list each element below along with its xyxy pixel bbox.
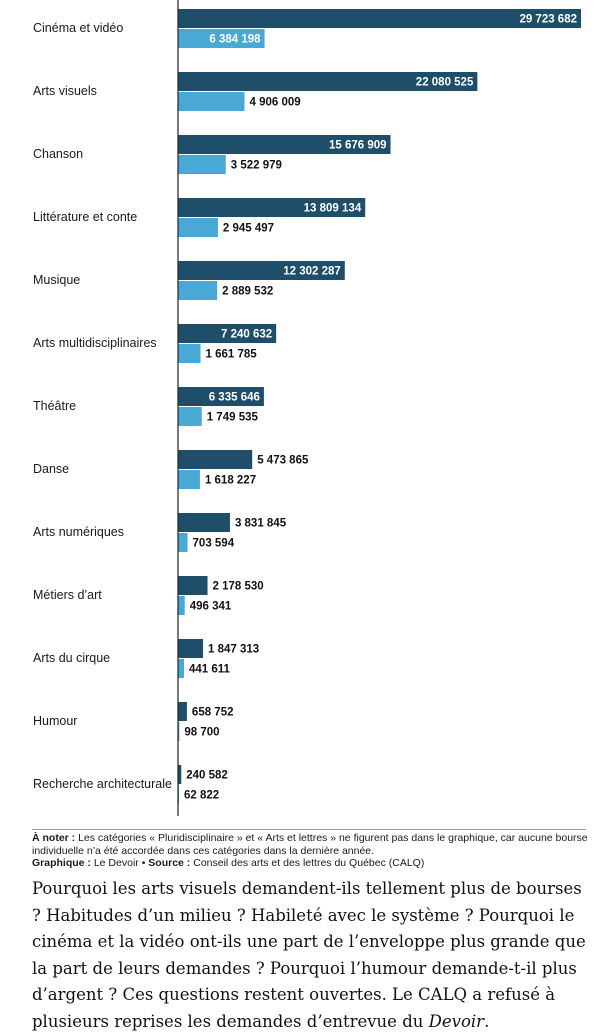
value-label: 496 341 [190, 601, 232, 613]
category-label: Arts numériques [33, 525, 124, 539]
chart-note: À noter : Les catégories « Pluridiscipli… [32, 832, 588, 870]
value-label: 658 752 [192, 707, 234, 719]
category-label: Recherche architecturale [33, 777, 172, 791]
value-label: 4 906 009 [250, 97, 301, 109]
value-label: 15 676 909 [329, 140, 387, 152]
value-label: 1 661 785 [206, 349, 258, 361]
graphic-label: Graphique : [32, 857, 91, 869]
value-label: 2 889 532 [222, 286, 273, 298]
note-divider [32, 829, 586, 830]
bar-light [178, 344, 201, 363]
bar-dark [178, 576, 208, 595]
bar-chart: Cinéma et vidéo 29 723 682 6 384 198 Arts v… [33, 0, 581, 816]
category-label: Cinéma et vidéo [33, 21, 123, 35]
value-label: 13 809 134 [304, 203, 362, 215]
source-label: Source : [148, 857, 191, 869]
bar-dark [178, 261, 345, 280]
value-label: 6 384 198 [209, 34, 261, 46]
bar-light [178, 407, 202, 426]
bar-light [178, 659, 184, 678]
bar-light [178, 281, 218, 300]
bar-dark [178, 198, 366, 217]
value-label: 6 335 646 [209, 392, 260, 404]
bar-dark [178, 702, 187, 721]
bar-light [178, 29, 265, 48]
value-label: 2 178 530 [213, 581, 264, 593]
bar-dark [178, 765, 182, 784]
bar-light [178, 722, 180, 741]
article-end: . [484, 1011, 490, 1031]
note-text: Les catégories « Pluridisciplinaire » et… [32, 832, 588, 857]
value-label: 240 582 [186, 770, 228, 782]
category-label: Arts du cirque [33, 651, 110, 665]
value-label: 441 611 [189, 664, 231, 676]
article-emphasis: Devoir [428, 1011, 485, 1031]
bar-dark [178, 639, 204, 658]
bar-dark [178, 135, 391, 154]
note-prefix: À noter : [32, 832, 76, 844]
value-label: 3 522 979 [231, 160, 282, 172]
value-label: 7 240 632 [221, 329, 272, 341]
value-label: 5 473 865 [257, 455, 309, 467]
article-text: Pourquoi les arts visuels demandent-ils … [32, 879, 586, 1031]
bar-dark [178, 387, 264, 406]
category-label: Métiers d’art [33, 588, 102, 602]
bar-dark [178, 513, 230, 532]
value-label: 22 080 525 [416, 77, 474, 89]
category-label: Théâtre [33, 399, 76, 413]
category-label: Arts visuels [33, 84, 97, 98]
value-label: 29 723 682 [519, 14, 577, 26]
category-label: Arts multidisciplinaires [33, 336, 157, 350]
bar-light [178, 470, 200, 489]
article-paragraph: Pourquoi les arts visuels demandent-ils … [32, 876, 592, 1035]
value-label: 703 594 [193, 538, 235, 550]
value-label: 98 700 [184, 727, 219, 739]
value-label: 1 847 313 [208, 644, 259, 656]
bar-dark [178, 72, 478, 91]
category-label: Chanson [33, 147, 83, 161]
category-label: Littérature et conte [33, 210, 137, 224]
value-label: 62 822 [184, 790, 219, 802]
value-label: 1 749 535 [207, 412, 259, 424]
value-label: 1 618 227 [205, 475, 256, 487]
category-label: Humour [33, 714, 77, 728]
value-label: 2 945 497 [223, 223, 274, 235]
category-label: Musique [33, 273, 80, 287]
bar-dark [178, 450, 253, 469]
graphic-value: Le Devoir • [90, 857, 149, 869]
category-label: Danse [33, 462, 69, 476]
bar-light [178, 533, 188, 552]
value-label: 12 302 287 [283, 266, 341, 278]
bar-dark [178, 324, 277, 343]
bar-dark [178, 9, 581, 28]
bar-light [178, 92, 245, 111]
bar-light [178, 218, 218, 237]
bar-light [178, 155, 226, 174]
source-value: Conseil des arts et des lettres du Québe… [190, 857, 425, 869]
bar-light [178, 596, 185, 615]
value-label: 3 831 845 [235, 518, 287, 530]
